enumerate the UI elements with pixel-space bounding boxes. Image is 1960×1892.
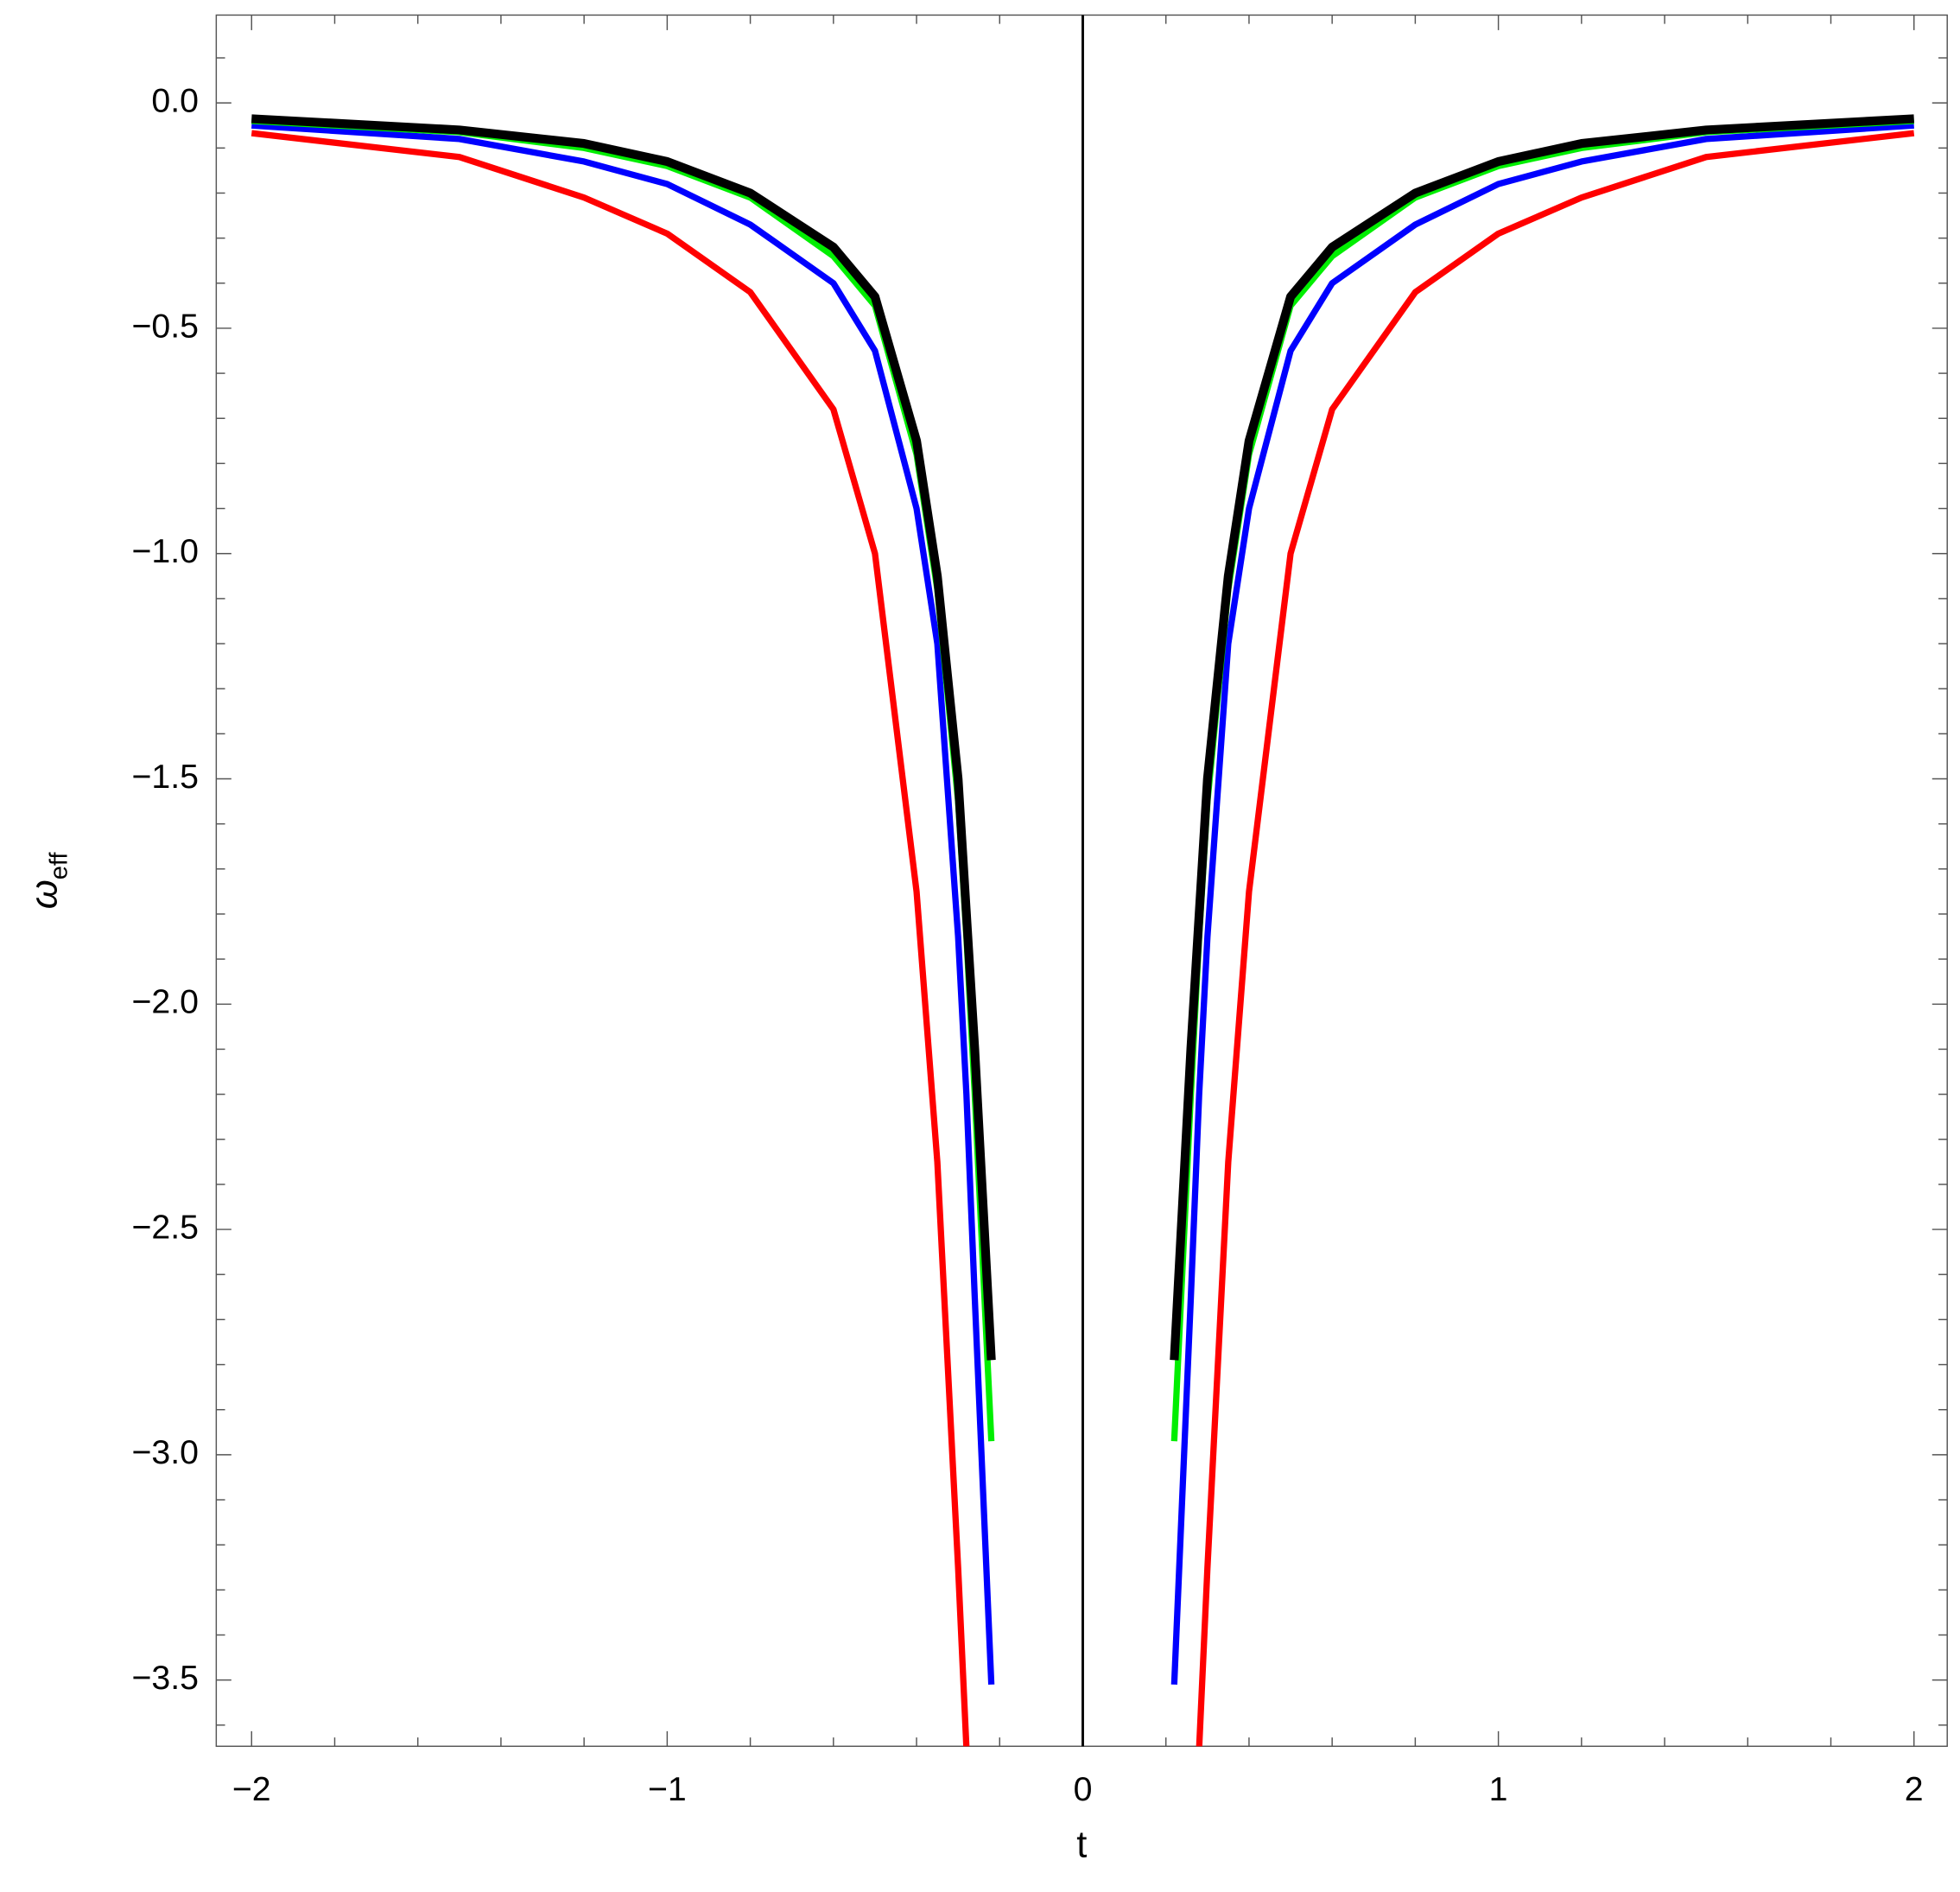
y-tick-label: −3.0: [132, 1433, 199, 1471]
x-tick-label: 1: [1489, 1770, 1508, 1808]
series-line: [251, 122, 1914, 1686]
plot-area: [251, 114, 1915, 1747]
x-tick-label: −1: [648, 1770, 687, 1808]
y-tick-label: −0.5: [132, 307, 199, 345]
y-axis-label: ωeff: [24, 852, 73, 910]
x-tick-label: −2: [232, 1770, 271, 1808]
y-tick-label: −2.0: [132, 983, 199, 1021]
y-axis-symbol: ω: [24, 879, 66, 909]
x-tick-label: 2: [1905, 1770, 1924, 1808]
y-tick-label: −3.5: [132, 1659, 199, 1697]
x-tick-label: 0: [1074, 1770, 1093, 1808]
series-line: [251, 114, 1915, 1361]
y-tick-label: −1.0: [132, 532, 199, 570]
y-tick-label: −2.5: [132, 1208, 199, 1246]
y-axis-subscript: eff: [45, 852, 73, 880]
x-axis-label: t: [1076, 1824, 1087, 1865]
series-line: [251, 130, 1915, 1747]
y-tick-label: −1.5: [132, 758, 199, 796]
y-tick-label: 0.0: [151, 82, 199, 120]
